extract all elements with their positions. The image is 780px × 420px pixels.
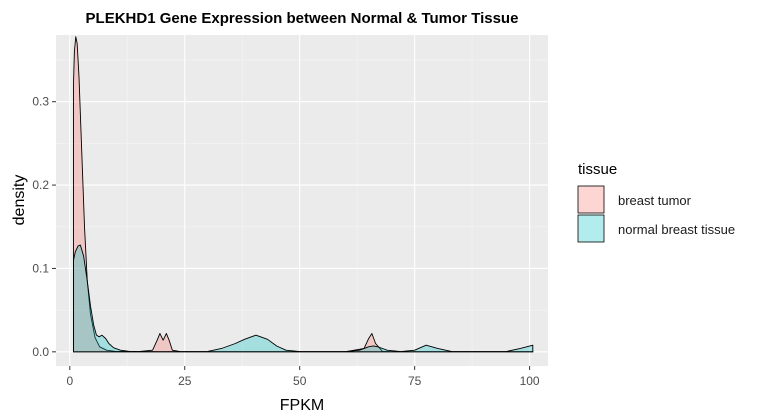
- legend-label-breast-tumor: breast tumor: [618, 193, 692, 208]
- density-areas: [73, 36, 534, 353]
- y-axis-title: density: [11, 175, 28, 226]
- x-axis-ticks: 0 25 50 75 100: [66, 366, 540, 388]
- y-tick-label: 0.2: [32, 178, 49, 192]
- density-area-breast-tumor: [73, 36, 534, 353]
- x-tick-label: 25: [178, 374, 192, 388]
- y-axis-ticks: 0.0 0.1 0.2 0.3: [32, 95, 56, 359]
- legend-label-normal-breast-tissue: normal breast tissue: [618, 222, 735, 237]
- x-tick-label: 0: [66, 374, 73, 388]
- minor-gridlines: [56, 35, 548, 366]
- chart-title: PLEKHD1 Gene Expression between Normal &…: [86, 10, 519, 27]
- y-tick-label: 0.1: [32, 261, 49, 275]
- legend-title: tissue: [578, 161, 617, 178]
- x-tick-label: 75: [408, 374, 422, 388]
- plot-panel: [56, 35, 548, 366]
- x-tick-label: 100: [520, 374, 540, 388]
- legend: tissue breast tumor normal breast tissue: [577, 161, 735, 243]
- y-tick-label: 0.3: [32, 95, 49, 109]
- y-tick-label: 0.0: [32, 345, 49, 359]
- x-tick-label: 50: [293, 374, 307, 388]
- density-area-normal-breast-tissue: [73, 244, 534, 353]
- legend-key-normal-breast-tissue: [577, 214, 605, 243]
- x-axis-title: FPKM: [280, 397, 324, 414]
- legend-key-breast-tumor: [577, 185, 605, 214]
